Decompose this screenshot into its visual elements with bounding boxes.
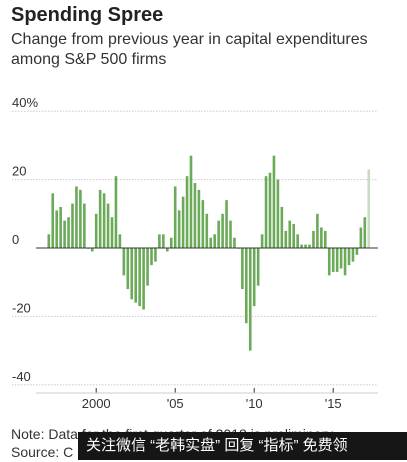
bar <box>292 224 295 248</box>
bar <box>343 248 347 276</box>
bar <box>142 248 145 310</box>
bar <box>284 230 288 248</box>
y-axis-ticks: 40% 20 0 -20 -40 <box>12 95 38 384</box>
bar <box>264 176 268 248</box>
bar <box>138 248 141 307</box>
bar <box>221 213 224 248</box>
bar <box>177 210 181 248</box>
bar <box>256 248 260 286</box>
bar <box>347 248 351 266</box>
bar <box>241 248 244 290</box>
bar <box>288 220 292 248</box>
bar <box>173 186 177 248</box>
bar <box>209 237 213 248</box>
bar <box>193 183 197 248</box>
bar <box>130 248 134 300</box>
bar <box>272 155 276 248</box>
y-tick-label: 0 <box>12 232 19 247</box>
bar <box>181 196 185 248</box>
bar <box>217 220 220 248</box>
bar <box>166 248 169 252</box>
bar <box>122 248 126 276</box>
bar <box>118 234 122 248</box>
bar <box>324 230 327 248</box>
bar <box>327 248 331 276</box>
bar <box>308 244 311 248</box>
bar <box>335 248 339 272</box>
bar <box>316 213 319 248</box>
bar <box>158 234 161 248</box>
x-tick-label: '05 <box>167 396 184 411</box>
bar <box>296 234 299 248</box>
bar <box>150 248 153 266</box>
bar <box>280 206 284 248</box>
bar <box>367 169 371 248</box>
bar <box>59 206 62 248</box>
bars <box>47 155 371 351</box>
y-tick-label: 20 <box>12 164 26 179</box>
x-tick-label: 2000 <box>82 396 111 411</box>
y-tick-label: -20 <box>12 300 31 315</box>
bar <box>359 227 363 248</box>
bar <box>169 237 173 248</box>
bar <box>114 176 118 248</box>
bar <box>134 248 137 303</box>
bar <box>304 244 307 248</box>
x-axis-ticks: 2000 '05 '10 '15 <box>36 388 378 411</box>
bar <box>268 172 272 248</box>
bar-chart: 40% 20 0 -20 -40 2000 '05 '10 '15 <box>12 95 378 411</box>
bar <box>79 189 82 248</box>
x-tick-label: '15 <box>325 396 342 411</box>
bar <box>90 248 94 252</box>
bar <box>363 217 367 248</box>
bar <box>355 248 359 255</box>
bar <box>75 186 78 248</box>
bar <box>63 220 66 248</box>
bar <box>300 244 303 248</box>
bar <box>351 248 355 262</box>
x-tick-label: '10 <box>246 396 263 411</box>
bar <box>126 248 130 290</box>
bar <box>67 217 70 248</box>
bar <box>260 234 264 248</box>
bar <box>225 200 228 248</box>
bar <box>189 155 193 248</box>
bar <box>339 248 343 269</box>
bar <box>110 217 114 248</box>
bar <box>185 176 189 248</box>
bar <box>51 193 55 248</box>
bar <box>106 203 110 248</box>
bar <box>146 248 149 286</box>
bar <box>71 203 74 248</box>
bar <box>154 248 157 262</box>
bar <box>162 234 165 248</box>
bar <box>197 189 201 248</box>
bar <box>205 213 209 248</box>
bar <box>276 179 280 248</box>
chart-title: Spending Spree <box>11 4 164 26</box>
bar <box>83 203 86 248</box>
grid-lines <box>12 110 378 386</box>
y-tick-label: 40% <box>12 95 38 110</box>
bar <box>320 227 323 248</box>
bar <box>94 213 98 248</box>
bar <box>252 248 256 307</box>
bar <box>98 189 102 248</box>
y-tick-label: -40 <box>12 369 31 384</box>
bar <box>312 230 315 248</box>
bar <box>245 248 248 324</box>
bar <box>229 220 232 248</box>
bar <box>213 234 216 248</box>
bar <box>55 210 58 248</box>
chart-subtitle: Change from previous year in capital exp… <box>11 31 368 68</box>
bar <box>331 248 335 272</box>
chart-source: Source: C <box>11 444 74 460</box>
bar <box>47 234 51 248</box>
bar <box>102 193 106 248</box>
bar <box>248 248 252 351</box>
bar <box>233 237 236 248</box>
bar <box>201 200 205 248</box>
promo-banner: 关注微信 “老韩实盘” 回复 “指标” 免费领 <box>78 432 407 460</box>
